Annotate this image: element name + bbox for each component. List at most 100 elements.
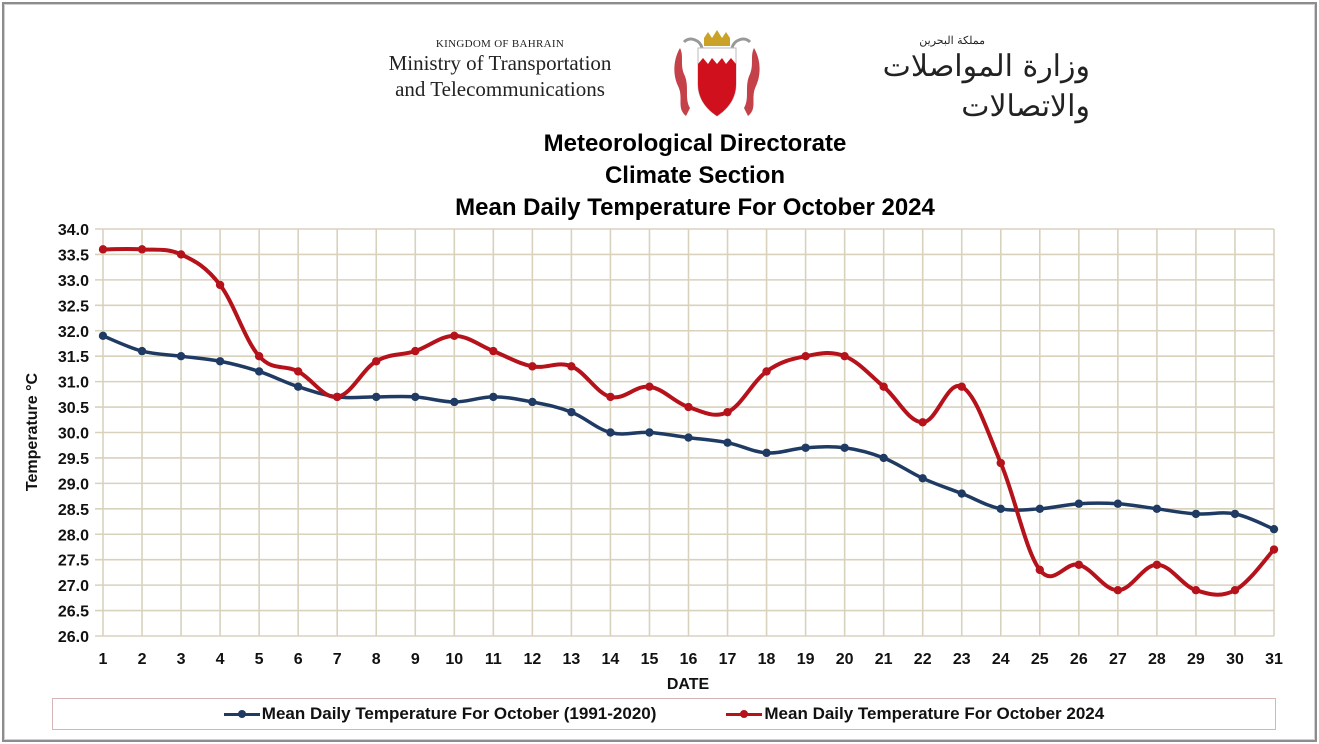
- chart-title: Meteorological Directorate Climate Secti…: [300, 128, 1090, 224]
- data-point: [1191, 586, 1201, 595]
- x-tick-label: 14: [602, 651, 620, 668]
- data-point: [645, 428, 654, 437]
- kingdom-label-ar: مملكة البحرين: [919, 34, 985, 47]
- data-point: [215, 280, 225, 290]
- data-point: [1113, 586, 1123, 595]
- legend-swatch-normal: [223, 708, 260, 720]
- y-tick-label: 34.0: [58, 222, 89, 239]
- data-point: [215, 357, 225, 366]
- data-point: [137, 245, 147, 254]
- chart-legend: Mean Daily Temperature For October (1991…: [52, 698, 1276, 730]
- data-point: [1035, 504, 1045, 514]
- y-tick-label: 31.5: [58, 349, 89, 366]
- x-axis-label: DATE: [667, 676, 710, 693]
- data-point: [567, 362, 576, 371]
- y-tick-label: 27.0: [58, 578, 89, 595]
- legend-swatch-2024: [726, 708, 763, 720]
- data-point: [879, 453, 888, 463]
- data-point: [684, 402, 693, 412]
- data-point: [411, 346, 420, 356]
- x-tick-label: 31: [1265, 651, 1283, 668]
- data-point: [489, 392, 498, 402]
- data-point: [450, 397, 459, 407]
- ministry-name-ar: وزارة المواصلات والاتصالات: [882, 49, 1090, 124]
- x-tick-label: 18: [758, 651, 776, 668]
- data-point: [684, 433, 693, 442]
- x-tick-label: 25: [1031, 651, 1049, 668]
- x-tick-label: 28: [1148, 651, 1166, 668]
- data-point: [762, 448, 771, 458]
- temperature-line-chart: 34.0 33.5 33.0 32.5 32.0 31.5 31.0 30.5 30.0 29.5…: [24, 222, 1283, 693]
- data-point: [1230, 509, 1240, 519]
- data-point: [918, 418, 927, 427]
- data-point: [411, 392, 420, 402]
- data-point: [1035, 565, 1045, 575]
- x-tick-label: 13: [563, 651, 581, 668]
- data-point: [567, 407, 576, 417]
- ministry-name-en-line2: and Telecommunications: [395, 77, 605, 101]
- grid-lines: [95, 228, 1275, 637]
- data-point: [1152, 560, 1162, 569]
- data-point: [723, 407, 732, 417]
- y-tick-label: 29.0: [58, 476, 89, 493]
- data-point: [996, 504, 1005, 514]
- data-point: [801, 351, 810, 361]
- data-point: [723, 438, 732, 447]
- data-point: [645, 382, 654, 391]
- x-tick-label: 30: [1226, 651, 1244, 668]
- data-point: [333, 392, 342, 402]
- series-2024: [98, 245, 1279, 597]
- chart-title-line2: Climate Section: [604, 162, 786, 189]
- y-tick-label: 33.0: [58, 273, 89, 290]
- chart-title-line3: Mean Daily Temperature For October 2024: [455, 194, 935, 221]
- series-normal-1991-2020: [98, 331, 1279, 534]
- x-tick-label: 4: [216, 651, 225, 668]
- data-point: [996, 458, 1005, 468]
- data-point: [840, 351, 849, 361]
- chart-title-line1: Meteorological Directorate: [543, 130, 847, 157]
- x-tick-label: 26: [1070, 651, 1088, 668]
- data-point: [98, 245, 108, 254]
- data-point: [840, 443, 849, 452]
- ministry-header-en: KINGDOM OF BAHRAIN Ministry of Transport…: [340, 38, 660, 102]
- x-tick-label: 1: [99, 651, 108, 668]
- y-tick-label: 30.0: [58, 426, 89, 443]
- data-point: [528, 397, 537, 407]
- data-point: [606, 392, 615, 402]
- legend-item-normal: Mean Daily Temperature For October (1991…: [223, 704, 656, 724]
- y-tick-label: 27.5: [58, 553, 89, 570]
- data-point: [1269, 524, 1279, 534]
- y-tick-label: 26.5: [58, 604, 89, 621]
- data-point: [528, 362, 537, 371]
- x-tick-label: 21: [875, 651, 893, 668]
- x-tick-label: 29: [1187, 651, 1205, 668]
- data-point: [176, 250, 186, 259]
- y-tick-label: 28.0: [58, 527, 89, 544]
- x-tick-label: 2: [138, 651, 147, 668]
- series-group: [98, 245, 1279, 597]
- x-tick-label: 27: [1109, 651, 1127, 668]
- x-axis-ticks: 1 2 3 4 5 6 7 8 9 10 11 12 13 14 15 16 17 18 19 20 21 22 23 24 2…: [99, 651, 1283, 668]
- y-tick-label: 28.5: [58, 502, 89, 519]
- y-tick-label: 29.5: [58, 451, 89, 468]
- data-point: [489, 346, 498, 356]
- bahrain-emblem-icon: [674, 30, 760, 117]
- y-axis-label: Temperature °C: [24, 372, 41, 491]
- y-tick-label: 32.5: [58, 298, 89, 315]
- x-tick-label: 15: [641, 651, 659, 668]
- x-tick-label: 5: [255, 651, 264, 668]
- data-point: [98, 331, 108, 341]
- x-tick-label: 8: [372, 651, 381, 668]
- y-tick-label: 26.0: [58, 629, 89, 646]
- x-tick-label: 17: [719, 651, 737, 668]
- y-tick-label: 31.0: [58, 375, 89, 392]
- y-tick-label: 30.5: [58, 400, 89, 417]
- data-point: [372, 392, 381, 402]
- data-point: [606, 428, 615, 437]
- y-tick-label: 33.5: [58, 247, 89, 264]
- x-tick-label: 6: [294, 651, 303, 668]
- data-point: [957, 382, 966, 391]
- kingdom-label-en: KINGDOM OF BAHRAIN: [435, 38, 565, 50]
- ministry-header-ar: مملكة البحرين وزارة المواصلات والاتصالات: [770, 34, 1090, 127]
